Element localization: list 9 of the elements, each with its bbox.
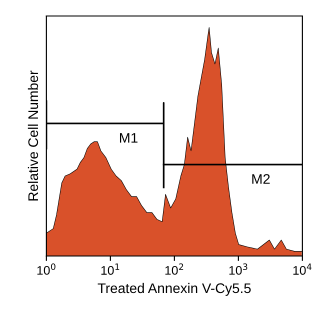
x-tick-label: 10$^{4}$: [293, 264, 312, 275]
series-label: M1: [120, 133, 138, 143]
x-tick-label: 10$^{0}$: [37, 263, 56, 275]
series-label: M2: [252, 174, 270, 184]
x-axis-title: Treated Annexin V-Cy5.5: [98, 282, 251, 296]
x-tick-label: 10$^{1}$: [101, 264, 120, 275]
y-axis-title: Relative Cell Number: [28, 70, 38, 200]
x-tick-label: 10$^{3}$: [229, 263, 248, 275]
x-tick-label: 10$^{2}$: [165, 263, 184, 275]
